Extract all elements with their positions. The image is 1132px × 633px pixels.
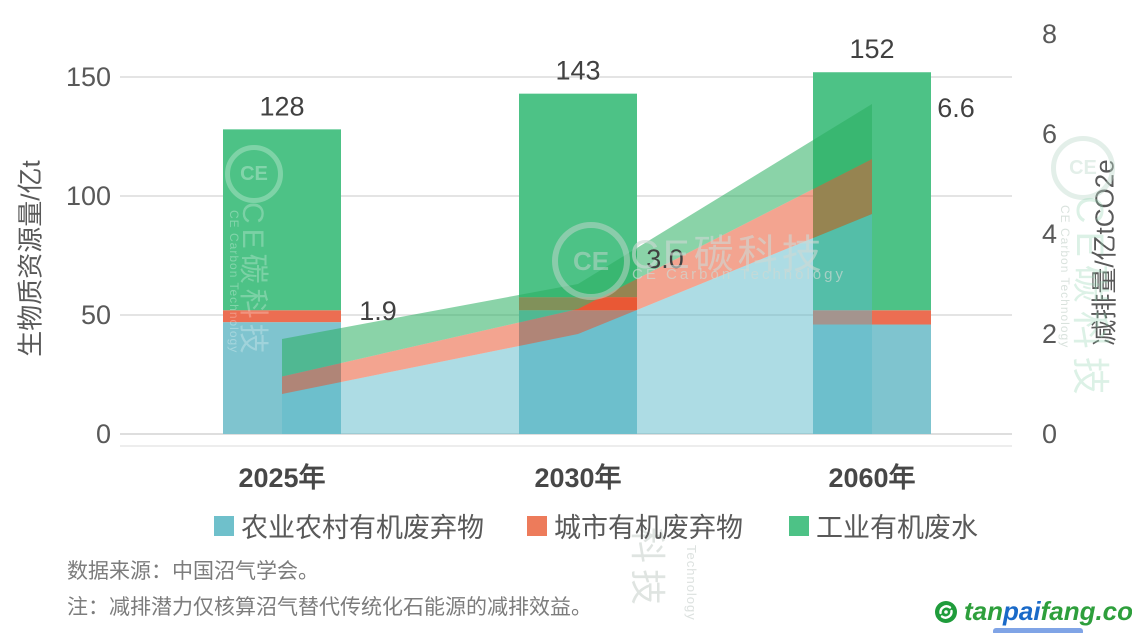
area-total-label: 1.9 — [359, 296, 397, 326]
right-axis-title: 减排量/亿tCO2e — [1089, 159, 1120, 346]
right-axis-tick-label: 4 — [1042, 219, 1057, 249]
legend-swatch-municipal — [527, 515, 547, 536]
site-logo-icon — [935, 600, 957, 623]
site-logo: tanpaifang.com — [934, 596, 1132, 627]
site-logo-part-tan: tan — [964, 596, 1003, 626]
site-logo-text: tanpaifang.com — [964, 596, 1132, 627]
area-total-label: 3.0 — [646, 244, 684, 274]
left-axis-tick-label: 50 — [81, 300, 111, 330]
legend: 农业农村有机废弃物 城市有机废弃物 工业有机废水 — [0, 506, 1132, 543]
legend-item-agriculture: 农业农村有机废弃物 — [214, 506, 484, 545]
x-axis-label: 2025年 — [238, 462, 325, 493]
right-axis-tick-label: 2 — [1042, 319, 1057, 349]
legend-label: 农业农村有机废弃物 — [241, 513, 484, 543]
area-layer — [282, 214, 872, 434]
bar-segment — [223, 129, 341, 311]
x-axis-label: 2060年 — [828, 462, 915, 493]
bottom-watermark-strip — [993, 628, 1083, 633]
x-axis-label: 2030年 — [534, 462, 621, 493]
left-axis-tick-label: 150 — [66, 62, 111, 92]
right-axis-tick-label: 8 — [1042, 19, 1057, 49]
bar-total-label: 143 — [555, 56, 600, 86]
area-layer — [282, 104, 872, 377]
bar-total-label: 128 — [259, 91, 304, 121]
site-logo-part-fang: fang.com — [1040, 596, 1132, 626]
legend-label: 工业有机废水 — [816, 513, 978, 543]
bar-segment — [223, 310, 341, 323]
site-logo-part-pai: pai — [1003, 596, 1041, 626]
bar-total-label: 152 — [849, 34, 894, 64]
area-total-label: 6.6 — [937, 93, 975, 123]
legend-swatch-agriculture — [214, 515, 234, 536]
left-axis-title: 生物质资源量/亿t — [15, 160, 46, 357]
area-layer — [282, 159, 872, 394]
left-axis-tick-label: 0 — [96, 419, 111, 449]
legend-label: 城市有机废弃物 — [554, 513, 743, 543]
legend-item-industrial: 工业有机废水 — [789, 506, 978, 545]
left-axis-tick-label: 100 — [66, 181, 111, 211]
right-axis-tick-label: 0 — [1042, 419, 1057, 449]
legend-item-municipal: 城市有机废弃物 — [527, 506, 743, 545]
right-axis-tick-label: 6 — [1042, 119, 1057, 149]
legend-swatch-industrial — [789, 515, 809, 536]
data-source-note: 数据来源：中国沼气学会。 — [67, 560, 319, 583]
footer-notes: 数据来源：中国沼气学会。 注：减排潜力仅核算沼气替代传统化石能源的减排效益。 — [67, 554, 592, 626]
method-note: 注：减排潜力仅核算沼气替代传统化石能源的减排效益。 — [67, 596, 592, 619]
